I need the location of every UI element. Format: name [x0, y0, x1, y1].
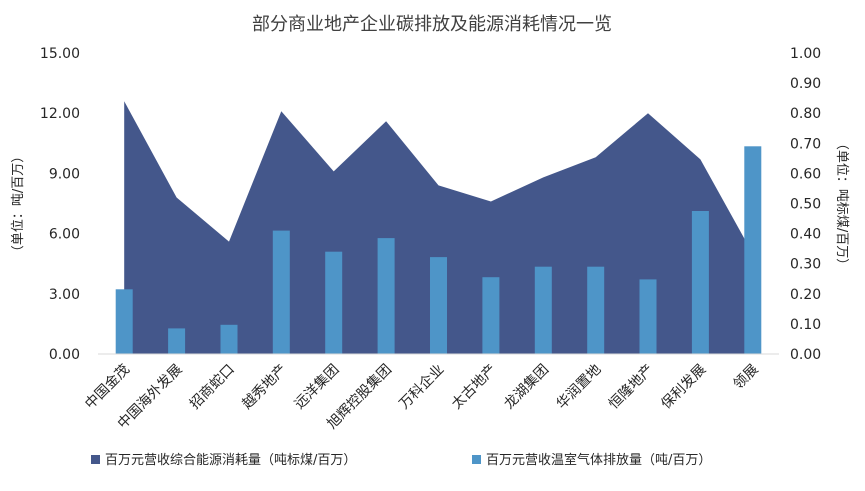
y-left-tick-label: 9.00: [49, 166, 80, 182]
ghg-bar: [115, 289, 133, 354]
y-left-tick-label: 15.00: [40, 46, 80, 62]
y-right-tick-label: 0.70: [790, 136, 821, 152]
y-axis-right-label: （单位：吨标煤/百万）: [834, 137, 849, 271]
y-right-tick-label: 0.20: [790, 287, 821, 303]
y-right-tick-label: 0.00: [790, 347, 821, 363]
ghg-bar: [482, 277, 500, 354]
ghg-bar: [220, 324, 238, 354]
legend-swatch-energy: [91, 455, 100, 464]
x-tick-label: 万科企业: [396, 361, 448, 413]
legend-swatch-ghg: [472, 455, 481, 464]
x-tick-label: 太古地产: [449, 362, 500, 413]
x-tick-label: 保利发展: [658, 362, 709, 413]
ghg-bar: [168, 328, 186, 354]
ghg-bar: [272, 230, 290, 354]
y-left-tick-label: 6.00: [49, 227, 80, 243]
ghg-bar: [639, 279, 657, 354]
y-right-tick-label: 0.30: [790, 257, 821, 273]
chart-title: 部分商业地产企业碳排放及能源消耗情况一览: [252, 14, 612, 35]
y-right-tick-label: 0.60: [790, 166, 821, 182]
y-axis-left-label: （单位：吨/百万）: [11, 150, 26, 258]
y-right-tick-label: 0.10: [790, 317, 821, 333]
legend-label-ghg: 百万元营收温室气体排放量（吨/百万）: [486, 452, 711, 468]
ghg-bar: [744, 146, 762, 354]
legend-label-energy: 百万元营收综合能源消耗量（吨标煤/百万）: [105, 453, 356, 468]
plot-area: [115, 101, 762, 354]
y-right-tick-label: 0.50: [790, 197, 821, 213]
y-left-tick-label: 12.00: [40, 106, 80, 122]
ghg-bar: [325, 251, 343, 354]
x-tick-label: 招商蛇口: [187, 362, 238, 413]
y-left-tick-label: 3.00: [49, 287, 80, 303]
y-right-tick-label: 1.00: [790, 46, 821, 62]
x-tick-label: 中国金茂: [81, 361, 133, 413]
legend: 百万元营收综合能源消耗量（吨标煤/百万） 百万元营收温室气体排放量（吨/百万）: [91, 452, 711, 468]
ghg-bar: [587, 266, 605, 354]
x-tick-label: 龙湖集团: [501, 361, 553, 413]
y-left-tick-label: 0.00: [49, 347, 80, 363]
x-tick-label: 领展: [731, 362, 762, 393]
y-right-tick-label: 0.90: [790, 76, 821, 92]
ghg-bar: [430, 257, 447, 354]
x-tick-label: 远洋集团: [291, 361, 343, 413]
ghg-bar: [691, 211, 709, 354]
y-right-tick-label: 0.40: [790, 227, 821, 243]
x-tick-label: 越秀地产: [239, 362, 290, 413]
x-tick-label: 恒隆地产: [606, 362, 657, 413]
ghg-bar: [377, 238, 395, 354]
x-tick-label: 华润置地: [554, 362, 605, 413]
ghg-bar: [534, 266, 552, 354]
y-right-tick-label: 0.80: [790, 106, 821, 122]
